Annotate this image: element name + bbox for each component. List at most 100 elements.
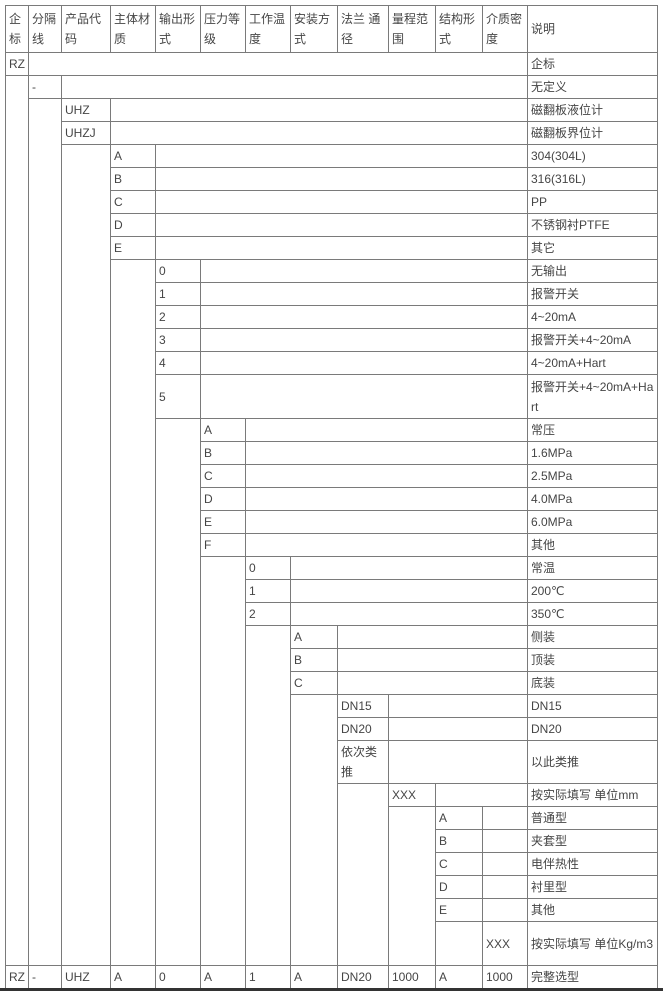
spacer-cell xyxy=(245,441,528,465)
column-header-13: 说明 xyxy=(527,5,658,53)
code-cell: C xyxy=(110,190,156,214)
table-row: XXX 按实际填写 单位Kg/m3 xyxy=(6,921,658,966)
code-cell: B xyxy=(200,441,246,465)
spacer-cell xyxy=(388,806,436,966)
code-cell: B xyxy=(435,829,483,853)
desc-cell: DN15 xyxy=(527,694,658,718)
table-row: C 电伴热性 xyxy=(6,852,658,876)
spacer-cell xyxy=(110,121,528,145)
desc-cell: 6.0MPa xyxy=(527,510,658,534)
desc-cell: 200℃ xyxy=(527,579,658,603)
spacer-cell xyxy=(245,510,528,534)
column-header-8: 安装方式 xyxy=(290,5,338,53)
table-row: 5 报警开关+4~20mA+Hart xyxy=(6,374,658,419)
code-cell: 3 xyxy=(155,328,201,352)
desc-cell: 2.5MPa xyxy=(527,464,658,488)
spacer-cell xyxy=(337,625,528,649)
spacer-cell xyxy=(200,351,528,375)
table-row: A 常压 xyxy=(6,418,658,966)
table-row: XXX 按实际填写 单位mm xyxy=(6,783,658,966)
code-cell: 1 xyxy=(245,965,291,989)
column-header-9: 法兰 通径 xyxy=(337,5,389,53)
desc-cell: 无输出 xyxy=(527,259,658,283)
spacer-cell xyxy=(5,75,29,966)
table-row: D 4.0MPa xyxy=(6,487,658,511)
spacer-cell xyxy=(200,282,528,306)
table-row: 3 报警开关+4~20mA xyxy=(6,328,658,352)
code-cell: - xyxy=(28,965,62,989)
desc-cell: 常压 xyxy=(527,418,658,442)
column-header-6: 压力等级 xyxy=(200,5,246,53)
spacer-cell xyxy=(290,556,528,580)
spacer-cell xyxy=(245,418,528,442)
desc-cell: 底装 xyxy=(527,671,658,695)
table-row: 4 4~20mA+Hart xyxy=(6,351,658,375)
column-header-3: 产品代码 xyxy=(61,5,111,53)
table-body: RZ 企标 - 无定义 UHZ 磁翻板液位计 UHZJ 磁翻板界位计 A 304(304L) B 31… xyxy=(5,52,658,989)
desc-cell: 4~20mA+Hart xyxy=(527,351,658,375)
code-cell: RZ xyxy=(5,965,29,989)
desc-cell: 无定义 xyxy=(527,75,658,99)
spacer-cell xyxy=(388,717,528,741)
desc-cell: 磁翻板界位计 xyxy=(527,121,658,145)
desc-cell: 磁翻板液位计 xyxy=(527,98,658,122)
spacer-cell xyxy=(155,144,528,168)
column-header-7: 工作温度 xyxy=(245,5,291,53)
table-row: RZ 企标 xyxy=(5,52,658,76)
code-cell: C xyxy=(290,671,338,695)
desc-cell: 以此类推 xyxy=(527,740,658,784)
table-row: E 6.0MPa xyxy=(6,510,658,534)
spacer-cell xyxy=(290,602,528,626)
code-cell: A xyxy=(435,965,483,989)
code-cell: A xyxy=(435,806,483,830)
spacer-cell xyxy=(245,625,291,966)
table-row: 1 报警开关 xyxy=(6,282,658,306)
code-cell: DN20 xyxy=(337,717,389,741)
code-cell: D xyxy=(200,487,246,511)
code-cell: UHZ xyxy=(61,98,111,122)
code-cell: UHZ xyxy=(61,965,111,989)
spacer-cell xyxy=(482,898,528,922)
desc-cell: PP xyxy=(527,190,658,214)
code-cell: A xyxy=(290,625,338,649)
desc-cell: DN20 xyxy=(527,717,658,741)
column-header-1: 企标 xyxy=(5,5,29,53)
code-cell: UHZJ xyxy=(61,121,111,145)
desc-cell: 304(304L) xyxy=(527,144,658,168)
table-row: 依次类推 以此类推 xyxy=(6,740,658,784)
desc-cell: 350℃ xyxy=(527,602,658,626)
code-cell: A xyxy=(110,144,156,168)
code-cell: E xyxy=(435,898,483,922)
spacer-cell xyxy=(155,167,528,191)
table-row: A 普通型 xyxy=(6,806,658,966)
spacer-cell xyxy=(388,740,528,784)
code-cell: 5 xyxy=(155,374,201,419)
code-cell: 2 xyxy=(155,305,201,329)
code-cell: A xyxy=(290,965,338,989)
table-row: D 不锈钢衬PTFE xyxy=(6,213,658,237)
spacer-cell xyxy=(155,190,528,214)
code-cell: 1000 xyxy=(388,965,436,989)
table-row: A 304(304L) xyxy=(6,144,658,966)
table-row: E 其他 xyxy=(6,898,658,922)
code-cell: 0 xyxy=(155,965,201,989)
code-cell: C xyxy=(435,852,483,876)
column-header-12: 介质密度 xyxy=(482,5,528,53)
column-header-10: 量程范围 xyxy=(388,5,436,53)
desc-cell: 其它 xyxy=(527,236,658,260)
desc-cell: 常温 xyxy=(527,556,658,580)
code-cell: F xyxy=(200,533,246,557)
spacer-cell xyxy=(337,648,528,672)
table-row: B 夹套型 xyxy=(6,829,658,853)
spacer-cell xyxy=(110,259,156,966)
spacer-cell xyxy=(482,852,528,876)
desc-cell: 4.0MPa xyxy=(527,487,658,511)
table-row: A 侧装 xyxy=(6,625,658,966)
model-selection-table: 企标 分隔线 产品代码 主体材质 输出形式 压力等级 工作温度 安装方式 法兰 通径 量程范围 结构… xyxy=(5,5,658,989)
spacer-cell xyxy=(155,213,528,237)
code-cell: RZ xyxy=(5,52,29,76)
spacer-cell xyxy=(155,418,201,966)
table-row: UHZ 磁翻板液位计 xyxy=(6,98,658,966)
desc-cell: 316(316L) xyxy=(527,167,658,191)
spacer-cell xyxy=(110,98,528,122)
